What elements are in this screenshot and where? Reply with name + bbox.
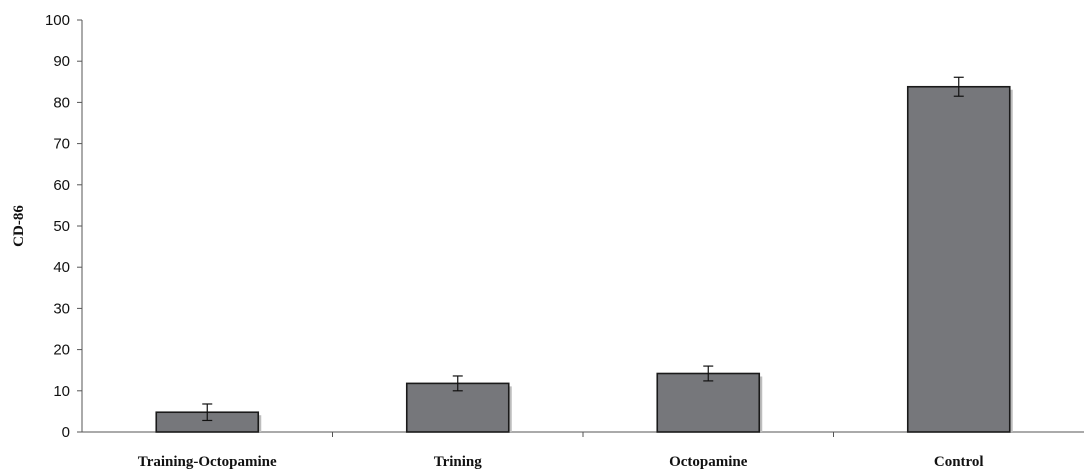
x-tick-label: Octopamine (669, 454, 748, 469)
y-axis-label: CD-86 (11, 205, 27, 247)
bars (155, 76, 1013, 433)
y-tick-label: 10 (53, 383, 70, 400)
x-tick-label: Training-Octopamine (138, 454, 277, 469)
bar-octopamine (656, 372, 761, 433)
x-tick-label: Trining (434, 454, 483, 469)
y-tick-label: 20 (53, 342, 70, 359)
x-tick-label: Control (934, 454, 984, 469)
error-bar (953, 76, 964, 97)
y-tick-label: 90 (53, 53, 70, 70)
error-bar (452, 375, 463, 392)
y-ticks: 0 10 20 30 40 50 60 70 80 90 100 (45, 12, 82, 441)
y-tick-label: 100 (45, 12, 70, 29)
y-tick-label: 80 (53, 94, 70, 111)
x-tick-labels: Training-Octopamine Trining Octopamine Cont… (138, 432, 984, 469)
y-tick-label: 0 (62, 424, 70, 441)
y-tick-label: 50 (53, 218, 70, 235)
y-tick-label: 60 (53, 177, 70, 194)
y-tick-label: 70 (53, 136, 70, 153)
bar-trining (405, 382, 510, 433)
error-bar (202, 403, 213, 422)
error-bar (703, 365, 714, 382)
y-tick-label: 40 (53, 259, 70, 276)
y-tick-label: 30 (53, 300, 70, 317)
bar-control (906, 85, 1011, 433)
